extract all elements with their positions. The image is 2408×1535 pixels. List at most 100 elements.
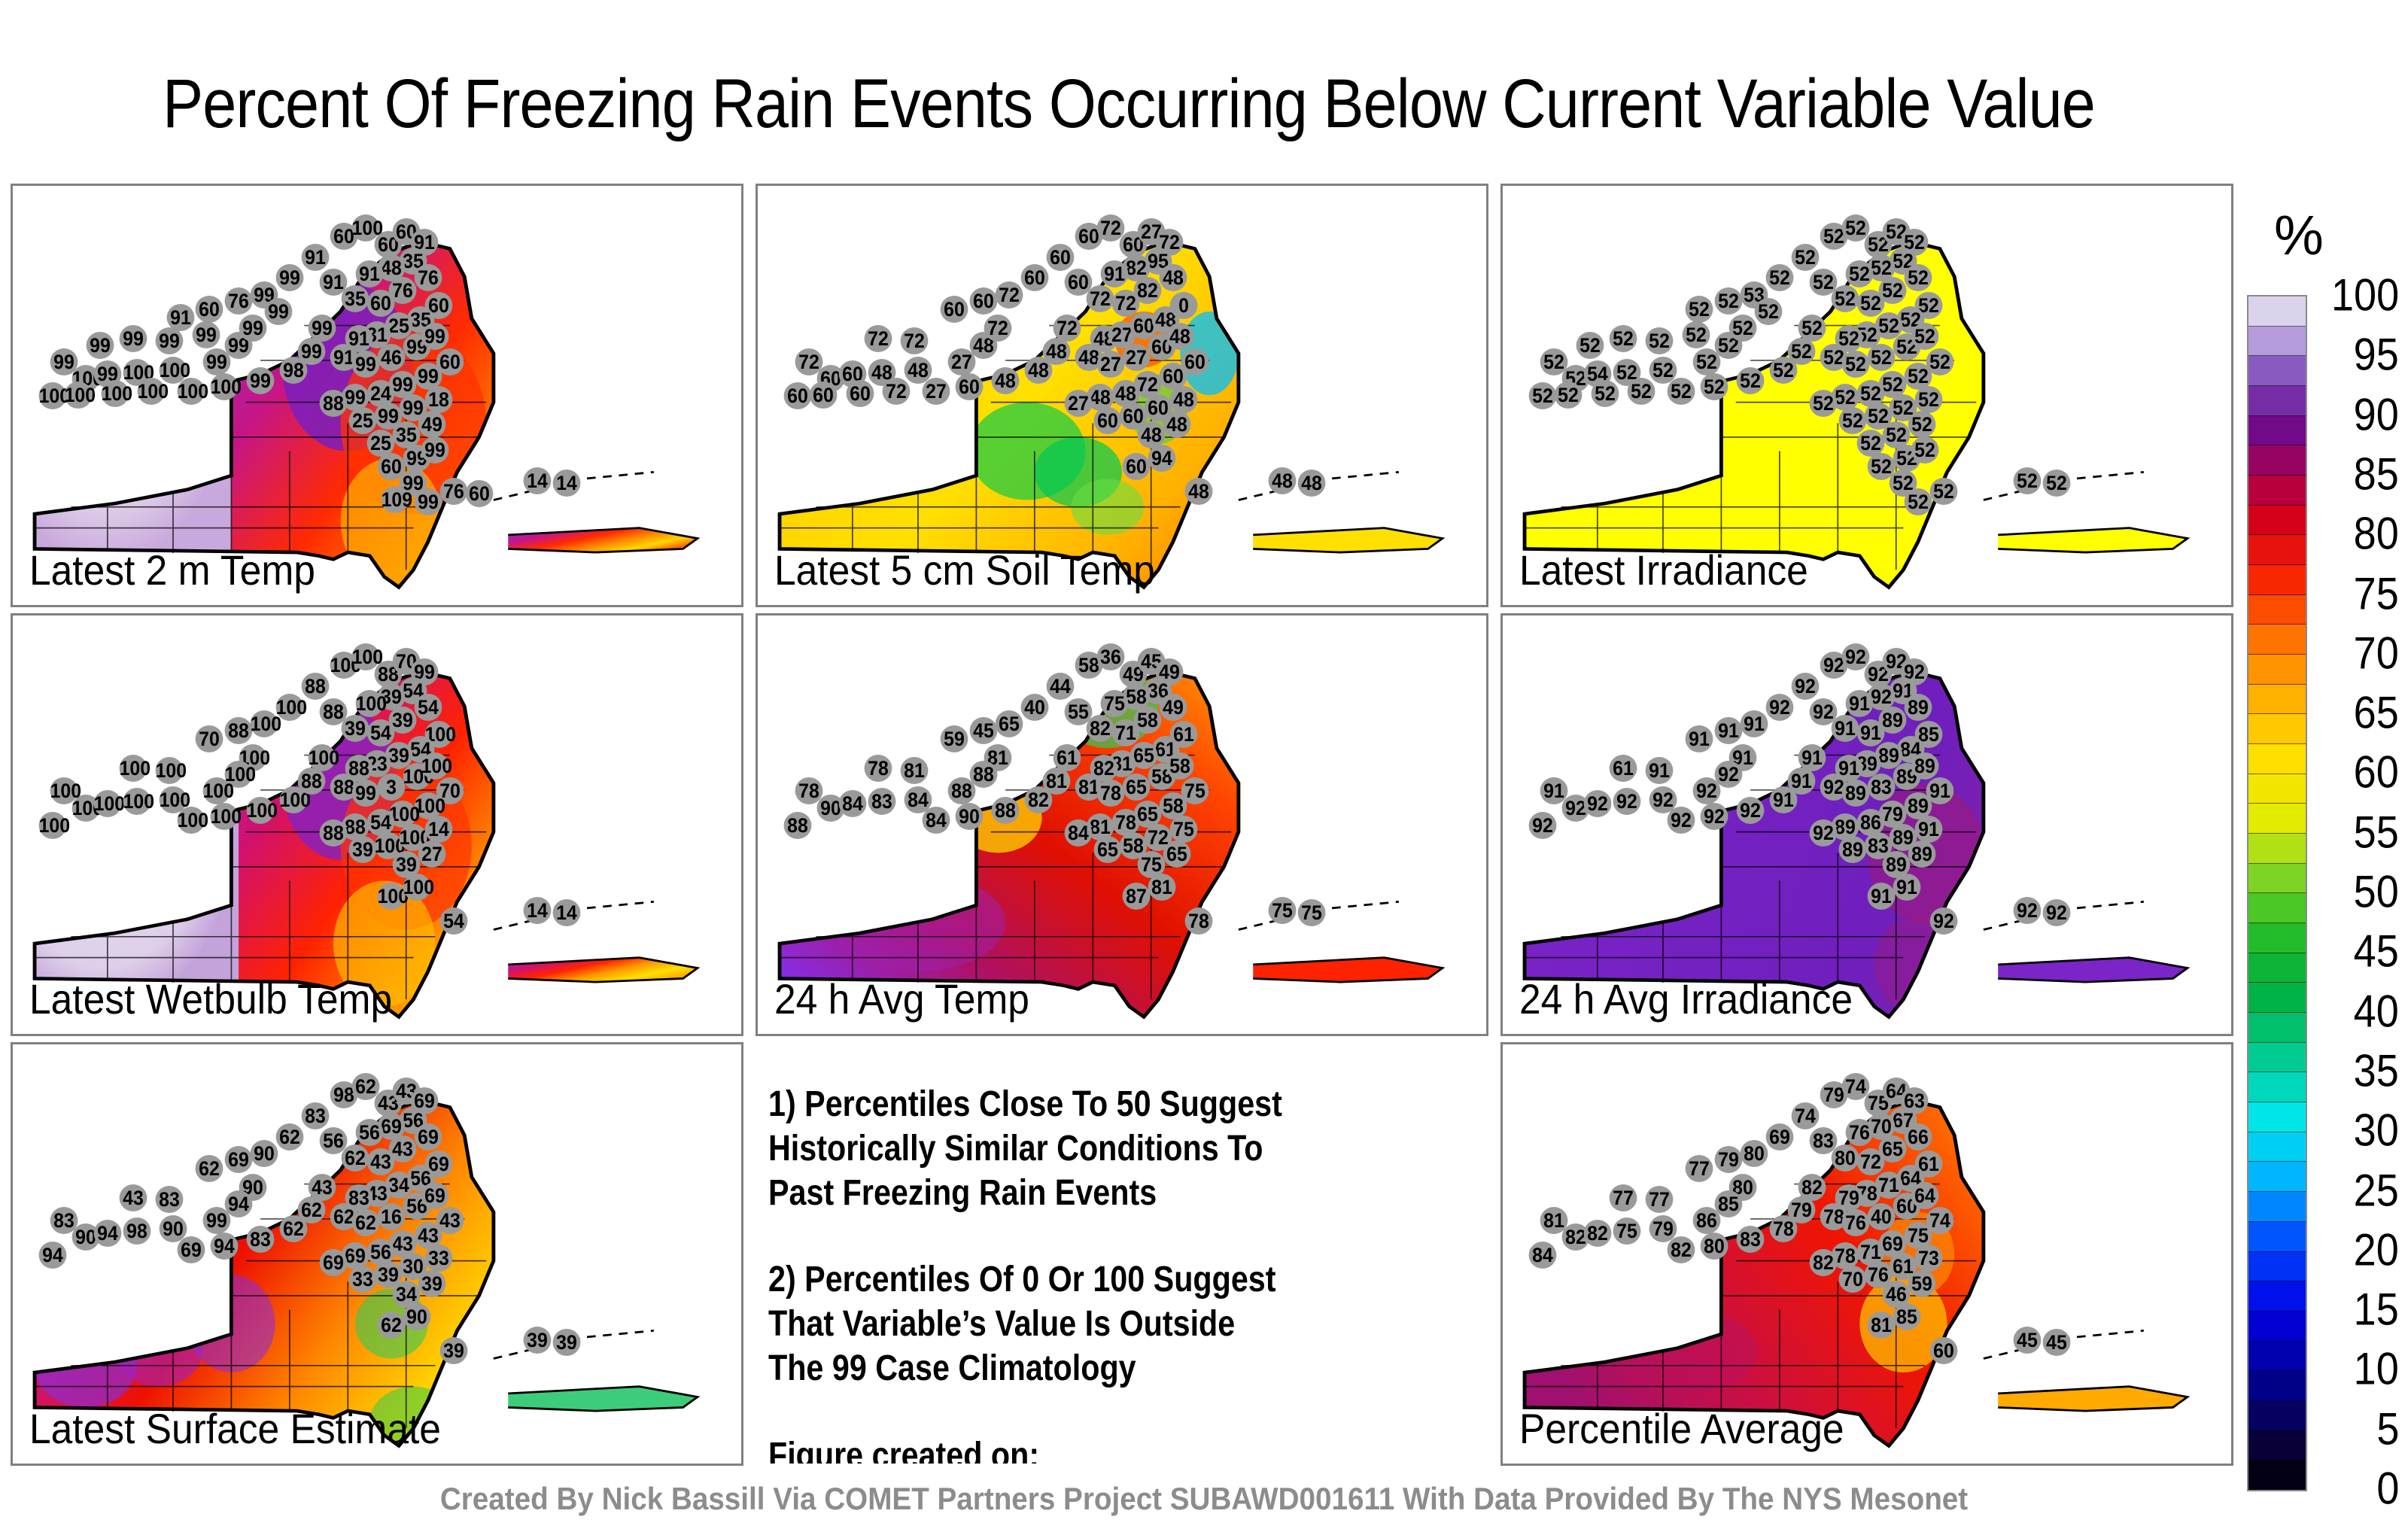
station-marker[interactable]: 69 <box>1765 1123 1794 1150</box>
station-marker[interactable]: 60 <box>940 296 968 324</box>
station-marker[interactable]: 100 <box>101 379 132 407</box>
station-marker[interactable]: 72 <box>795 348 823 375</box>
station-marker[interactable]: 35 <box>341 285 369 313</box>
station-marker[interactable]: 92 <box>1714 761 1743 789</box>
station-marker[interactable]: 83 <box>1809 1127 1838 1155</box>
station-marker[interactable]: 91 <box>1714 716 1743 744</box>
station-marker[interactable]: 88 <box>319 819 348 847</box>
station-marker[interactable]: 39 <box>392 850 421 878</box>
station-marker[interactable]: 52 <box>1878 371 1907 399</box>
panel-percentile-average[interactable]: 84 82 81 82 75 77 77 79 82 77 79 80 80 85 86 80 83 78 79 82… <box>1500 1042 2233 1466</box>
station-marker[interactable]: 100 <box>424 721 456 749</box>
station-marker[interactable]: 83 <box>50 1207 78 1235</box>
station-marker[interactable]: 88 <box>991 796 1020 824</box>
station-marker[interactable]: 52 <box>1714 287 1743 315</box>
station-marker[interactable]: 88 <box>224 716 253 744</box>
station-marker[interactable]: 71 <box>1856 1238 1885 1266</box>
station-marker[interactable]: 14 <box>424 815 453 843</box>
station-marker[interactable]: 100 <box>38 812 70 840</box>
station-marker[interactable]: 75 <box>1297 898 1326 926</box>
station-marker[interactable]: 100 <box>50 777 81 805</box>
station-marker[interactable]: 25 <box>348 406 377 434</box>
station-marker[interactable]: 61 <box>1609 754 1637 782</box>
station-marker[interactable]: 82 <box>1667 1236 1695 1264</box>
station-marker[interactable]: 77 <box>1645 1186 1674 1214</box>
station-marker[interactable]: 99 <box>119 325 147 353</box>
station-marker[interactable]: 48 <box>1297 470 1326 497</box>
station-marker[interactable]: 78 <box>1111 809 1140 837</box>
station-marker[interactable]: 100 <box>38 382 70 410</box>
station-marker[interactable]: 89 <box>1911 752 1939 780</box>
station-marker[interactable]: 85 <box>1714 1190 1743 1217</box>
station-marker[interactable]: 14 <box>523 467 552 495</box>
station-marker[interactable]: 91 <box>1540 777 1568 805</box>
station-marker[interactable]: 60 <box>969 287 998 315</box>
station-marker[interactable]: 87 <box>1122 882 1151 910</box>
station-marker[interactable]: 99 <box>246 366 275 394</box>
station-marker[interactable]: 92 <box>1791 673 1820 701</box>
station-marker[interactable]: 100 <box>177 377 208 405</box>
station-marker[interactable]: 40 <box>1020 694 1049 722</box>
station-marker[interactable]: 49 <box>418 411 445 439</box>
station-marker[interactable]: 81 <box>984 743 1012 771</box>
station-marker[interactable]: 62 <box>341 1144 369 1172</box>
station-marker[interactable]: 62 <box>377 1312 406 1339</box>
station-marker[interactable]: 48 <box>1137 421 1166 449</box>
station-marker[interactable]: 99 <box>414 363 442 391</box>
station-marker[interactable]: 100 <box>159 786 190 813</box>
station-marker[interactable]: 60 <box>1093 406 1122 434</box>
station-marker[interactable]: 75 <box>1100 689 1129 717</box>
station-marker[interactable]: 100 <box>155 756 187 784</box>
station-marker[interactable]: 60 <box>195 296 223 324</box>
station-marker[interactable]: 43 <box>414 1221 442 1249</box>
station-marker[interactable]: 48 <box>1163 411 1190 439</box>
station-marker[interactable]: 16 <box>377 1202 406 1230</box>
station-marker[interactable]: 18 <box>424 385 453 413</box>
station-marker[interactable]: 52 <box>1540 348 1568 375</box>
station-marker[interactable]: 75 <box>1137 850 1166 878</box>
station-marker[interactable]: 56 <box>319 1127 348 1155</box>
station-marker[interactable]: 91 <box>1798 743 1826 771</box>
station-marker[interactable]: 27 <box>922 377 950 405</box>
station-marker[interactable]: 92 <box>1700 802 1728 830</box>
station-marker[interactable]: 88 <box>319 390 348 418</box>
station-marker[interactable]: 39 <box>523 1326 552 1354</box>
station-marker[interactable]: 99 <box>202 1207 231 1235</box>
station-marker[interactable]: 65 <box>995 710 1023 738</box>
station-marker[interactable]: 79 <box>1714 1146 1743 1174</box>
station-marker[interactable]: 100 <box>250 710 281 738</box>
station-marker[interactable]: 52 <box>1809 269 1838 296</box>
panel-latest-irradiance[interactable]: 52 52 52 52 52 54 52 52 52 52 52 52 52 52 52 52 52 52 52 52… <box>1500 184 2233 607</box>
station-marker[interactable]: 99 <box>352 350 380 378</box>
station-marker[interactable]: 94 <box>210 1232 239 1260</box>
station-marker[interactable]: 83 <box>868 788 895 816</box>
station-marker[interactable]: 52 <box>1842 214 1870 242</box>
station-marker[interactable]: 56 <box>355 1119 384 1147</box>
station-marker[interactable]: 99 <box>421 323 449 351</box>
station-marker[interactable]: 24 <box>366 379 395 407</box>
station-marker[interactable]: 89 <box>1842 780 1870 807</box>
station-marker[interactable]: 52 <box>1591 379 1619 407</box>
station-marker[interactable]: 91 <box>1856 719 1885 746</box>
station-marker[interactable]: 88 <box>297 767 326 795</box>
station-marker[interactable]: 72 <box>1053 315 1081 342</box>
station-marker[interactable]: 72 <box>900 327 929 354</box>
station-marker[interactable]: 85 <box>1893 1303 1921 1331</box>
station-marker[interactable]: 92 <box>1842 643 1870 671</box>
station-marker[interactable]: 91 <box>1867 882 1896 910</box>
station-marker[interactable]: 36 <box>1097 643 1125 671</box>
station-marker[interactable]: 72 <box>882 377 911 405</box>
station-marker[interactable]: 99 <box>202 348 231 375</box>
station-marker[interactable]: 81 <box>1540 1207 1568 1235</box>
station-marker[interactable]: 52 <box>1864 230 1892 258</box>
station-marker[interactable]: 100 <box>355 689 387 717</box>
station-marker[interactable]: 78 <box>1184 907 1213 935</box>
station-marker[interactable]: 44 <box>1046 673 1075 701</box>
station-marker[interactable]: 92 <box>1528 812 1557 840</box>
station-marker[interactable]: 72 <box>1111 289 1140 317</box>
station-marker[interactable]: 25 <box>385 312 413 340</box>
station-marker[interactable]: 52 <box>1627 377 1655 405</box>
station-marker[interactable]: 60 <box>465 480 493 508</box>
station-marker[interactable]: 69 <box>177 1236 205 1264</box>
station-marker[interactable]: 99 <box>410 658 439 685</box>
